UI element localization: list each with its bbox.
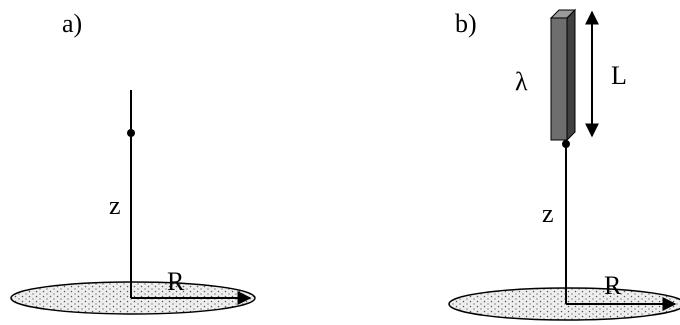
height-label-a: z (109, 191, 121, 220)
field-point-b (562, 140, 570, 148)
density-label: λ (515, 67, 528, 96)
radius-label-b: R (604, 271, 622, 300)
field-point-a (127, 129, 135, 137)
panel-a: a) z R (10, 9, 256, 315)
length-label: L (611, 61, 627, 90)
panel-a-label: a) (62, 9, 82, 38)
height-label-b: z (542, 199, 554, 228)
charged-rod (549, 8, 577, 142)
rod-side-face (566, 8, 576, 142)
rod-front-face (550, 17, 568, 141)
panel-b-label: b) (455, 9, 477, 38)
radius-label-a: R (167, 267, 185, 296)
panel-b: b) λ L z R (448, 8, 680, 321)
